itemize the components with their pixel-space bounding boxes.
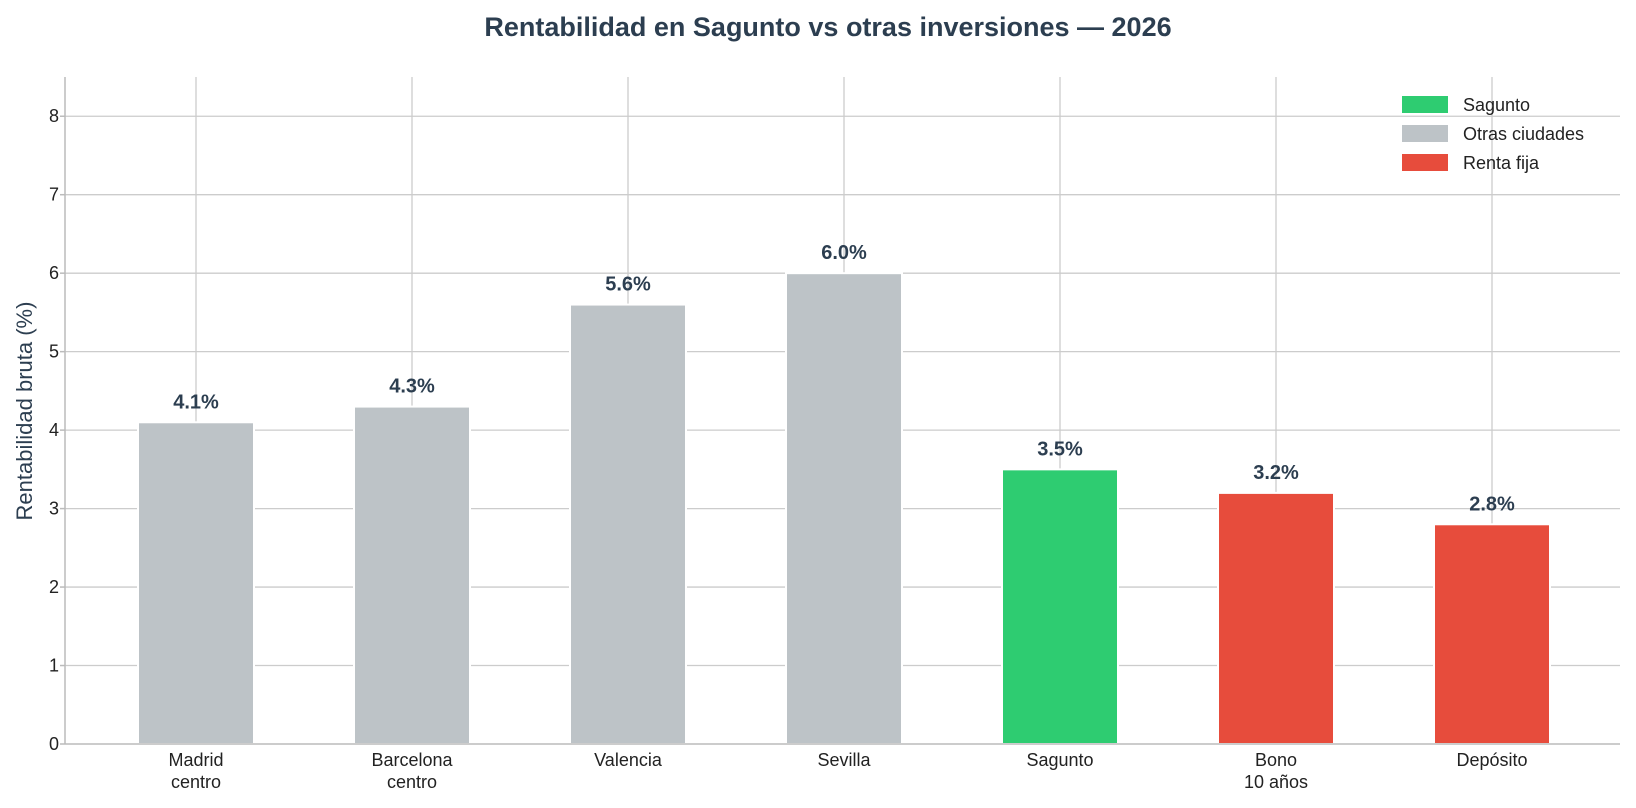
bar [1217, 491, 1335, 745]
legend-label: Otras ciudades [1463, 124, 1584, 144]
x-tick-label: Barcelona [371, 750, 453, 770]
y-tick-label: 8 [49, 106, 59, 126]
x-tick-label: centro [171, 772, 221, 792]
legend-label: Renta fija [1463, 153, 1540, 173]
bar [1001, 468, 1119, 745]
x-tick-label: Madrid [168, 750, 223, 770]
bar [1433, 523, 1551, 745]
labels-layer: 4.1% 4.3% 5.6% 6.0% 3.5% 3.2% 2.8% [173, 242, 1515, 515]
bars-layer [137, 272, 1551, 745]
chart-title: Rentabilidad en Sagunto vs otras inversi… [484, 12, 1171, 42]
y-tick-label: 4 [49, 420, 59, 440]
legend: Sagunto Otras ciudades Renta fija [1402, 95, 1584, 173]
legend-swatch [1402, 154, 1448, 171]
y-tick-label: 2 [49, 577, 59, 597]
bar-value-label: 4.1% [173, 391, 219, 413]
axes-layer: 012345678MadridcentroBarcelonacentroVale… [49, 77, 1620, 792]
bar-value-label: 3.5% [1037, 438, 1083, 460]
bar-value-label: 3.2% [1253, 462, 1299, 484]
x-tick-label: Sagunto [1026, 750, 1093, 770]
y-tick-label: 3 [49, 499, 59, 519]
bar-value-label: 5.6% [605, 274, 651, 296]
x-tick-label: Depósito [1456, 750, 1527, 770]
y-tick-label: 0 [49, 734, 59, 754]
bar-value-label: 6.0% [821, 242, 867, 264]
x-tick-label: centro [387, 772, 437, 792]
y-axis-label: Rentabilidad bruta (%) [12, 302, 37, 521]
legend-label: Sagunto [1463, 95, 1530, 115]
y-tick-label: 6 [49, 263, 59, 283]
bar [785, 272, 903, 745]
legend-swatch [1402, 125, 1448, 142]
x-tick-label: 10 años [1244, 772, 1308, 792]
bar [353, 405, 471, 745]
y-tick-label: 1 [49, 656, 59, 676]
x-tick-label: Bono [1255, 750, 1297, 770]
x-tick-label: Valencia [594, 750, 663, 770]
y-tick-label: 7 [49, 185, 59, 205]
y-tick-label: 5 [49, 342, 59, 362]
bar-value-label: 4.3% [389, 376, 435, 398]
bar [569, 303, 687, 745]
bar [137, 421, 255, 745]
x-tick-label: Sevilla [817, 750, 871, 770]
bar-value-label: 2.8% [1469, 493, 1515, 515]
legend-swatch [1402, 96, 1448, 113]
